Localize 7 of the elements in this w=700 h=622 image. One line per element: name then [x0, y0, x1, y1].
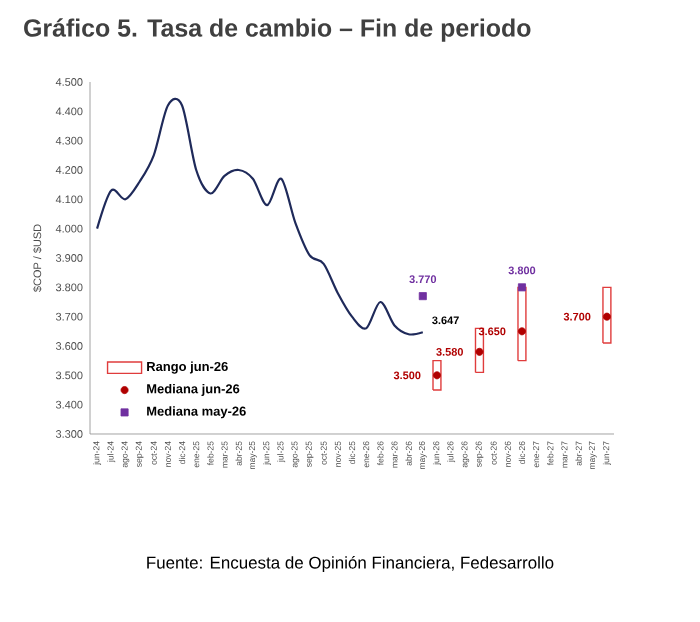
point: [517, 327, 526, 336]
point: [418, 292, 427, 301]
chart-title: Gráfico 5. Tasa de cambio – Fin de periodo: [24, 18, 531, 42]
point: [517, 283, 526, 292]
point: [602, 312, 611, 321]
point: [475, 347, 484, 356]
source-note: Fuente: Encuesta de Opinión Financiera, Fedesarrollo: [147, 556, 554, 572]
